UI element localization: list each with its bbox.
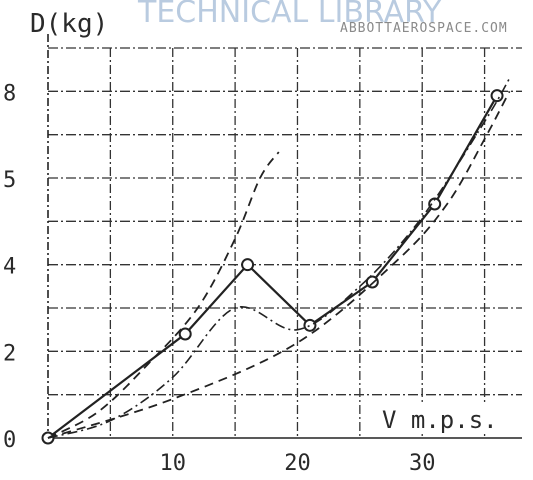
y-tick-label: 5: [3, 168, 16, 193]
watermark-site: ABBOTTAEROSPACE.COM: [340, 21, 508, 36]
data-point-circle: [490, 89, 504, 103]
y-axis-label: D(kg): [30, 9, 108, 39]
data-point-circle: [241, 258, 255, 272]
y-tick-label: 8: [3, 81, 16, 106]
series-line-dashed-2: [47, 90, 511, 439]
axes: [47, 34, 522, 439]
y-tick-label: 0: [3, 428, 16, 453]
data-point-circle: [303, 318, 317, 332]
x-axis-label: V m.p.s.: [382, 406, 498, 434]
x-tick-label: 10: [159, 451, 186, 476]
series-line-dash-dot: [47, 77, 511, 439]
y-tick-label: 4: [3, 255, 16, 280]
series-line-measured: [47, 95, 499, 439]
series: [41, 77, 511, 445]
series-line-dashed-1: [47, 151, 280, 439]
data-point-circle: [178, 327, 192, 341]
x-tick-label: 20: [284, 451, 311, 476]
data-point-circle: [365, 275, 379, 289]
watermark-title: TECHNICAL LIBRARY: [137, 0, 442, 30]
y-tick-label: 2: [3, 341, 16, 366]
x-tick-label: 30: [409, 451, 436, 476]
watermark: TECHNICAL LIBRARY ABBOTTAEROSPACE.COM: [137, 0, 508, 36]
x-axis-label-background: [378, 404, 526, 434]
tick-labels: 10 20 30 0 2 4 5 8: [3, 81, 435, 476]
grid: [48, 47, 522, 438]
